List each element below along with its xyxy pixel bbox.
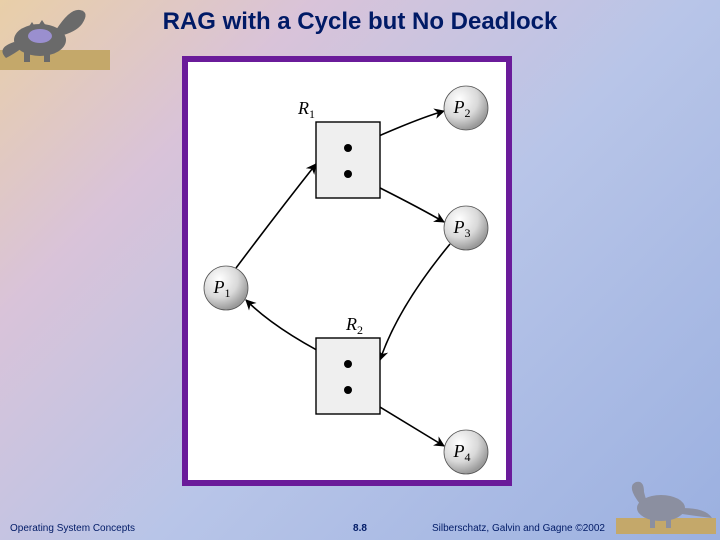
footer-right: Silberschatz, Galvin and Gagne ©2002 <box>432 523 605 534</box>
rag-svg: R1R2P1P2P3P4 <box>188 62 506 480</box>
rag-figure: R1R2P1P2P3P4 <box>182 56 512 486</box>
edge-P3-R2 <box>380 244 450 360</box>
resource-R2-instance-0 <box>344 360 352 368</box>
resource-R1-instance-1 <box>344 170 352 178</box>
dinosaur-bottom-right-icon <box>616 474 716 534</box>
resource-R1-instance-0 <box>344 144 352 152</box>
svg-text:R2: R2 <box>345 314 363 337</box>
slide-title: RAG with a Cycle but No Deadlock <box>0 8 720 36</box>
footer-page: 8.8 <box>353 523 367 534</box>
svg-text:R1: R1 <box>297 98 315 121</box>
footer-left: Operating System Concepts <box>10 523 135 534</box>
edge-P1-R1 <box>236 164 316 268</box>
resource-R1 <box>316 122 380 198</box>
resource-R2 <box>316 338 380 414</box>
resource-R2-instance-1 <box>344 386 352 394</box>
slide: RAG with a Cycle but No Deadlock R1R2P1P… <box>0 0 720 540</box>
